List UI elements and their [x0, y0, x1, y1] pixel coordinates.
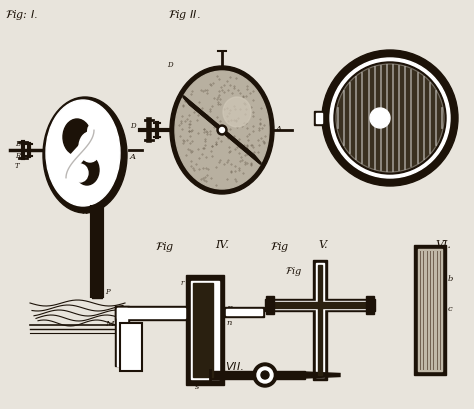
Text: A: A: [83, 208, 88, 216]
Polygon shape: [305, 372, 340, 378]
Ellipse shape: [43, 97, 127, 213]
Text: D: D: [130, 122, 136, 130]
Circle shape: [370, 108, 390, 128]
Ellipse shape: [219, 128, 225, 133]
Text: VI.: VI.: [435, 240, 451, 250]
Bar: [115, 306, 129, 366]
Ellipse shape: [46, 100, 120, 206]
Text: P: P: [105, 288, 110, 296]
Text: r: r: [181, 279, 184, 287]
Bar: [267, 301, 373, 309]
Text: R: R: [15, 152, 20, 160]
Circle shape: [261, 371, 269, 379]
Bar: [266, 296, 274, 314]
Bar: [265, 299, 375, 311]
Bar: [191, 281, 219, 379]
Text: B: B: [226, 305, 232, 313]
Text: $\mathcal{F}$ig: $\mathcal{F}$ig: [270, 240, 290, 254]
Circle shape: [334, 62, 446, 174]
Bar: [316, 263, 324, 377]
Text: IV.: IV.: [215, 240, 229, 250]
Ellipse shape: [223, 97, 251, 127]
Ellipse shape: [175, 71, 269, 189]
Text: s: s: [195, 383, 199, 391]
Text: n: n: [226, 319, 231, 327]
Text: $\mathcal{F}$ig $II.$: $\mathcal{F}$ig $II.$: [168, 8, 201, 22]
Bar: [117, 308, 185, 318]
Bar: [117, 308, 127, 366]
Text: V.: V.: [318, 240, 328, 250]
Text: $k$—: $k$—: [195, 376, 210, 387]
Text: $\mathcal{F}$ig: $VII.$: $\mathcal{F}$ig: $VII.$: [200, 360, 244, 374]
Bar: [225, 371, 305, 379]
Text: b: b: [448, 275, 453, 283]
Text: A: A: [130, 153, 136, 161]
Text: T: T: [15, 162, 19, 170]
Circle shape: [257, 367, 273, 383]
Circle shape: [322, 50, 458, 186]
Bar: [210, 371, 225, 379]
Bar: [120, 323, 142, 371]
Ellipse shape: [79, 132, 101, 162]
Bar: [313, 260, 327, 380]
Bar: [115, 306, 187, 320]
Text: G: G: [210, 125, 216, 133]
Text: $\mathcal{F}$ig: $I.$: $\mathcal{F}$ig: $I.$: [5, 8, 38, 22]
Text: $\mathcal{F}$ig: $\mathcal{F}$ig: [155, 240, 174, 254]
Bar: [224, 307, 264, 317]
Text: M: M: [105, 320, 114, 328]
Text: c: c: [448, 305, 453, 313]
Bar: [186, 275, 224, 385]
Bar: [414, 245, 446, 375]
Bar: [269, 302, 371, 308]
Bar: [193, 283, 213, 377]
Ellipse shape: [72, 164, 88, 182]
Ellipse shape: [63, 119, 91, 155]
Text: A: A: [276, 125, 282, 133]
Text: D: D: [167, 61, 173, 69]
Bar: [318, 265, 322, 375]
Bar: [366, 296, 374, 314]
Ellipse shape: [75, 155, 99, 185]
Bar: [418, 249, 442, 371]
Circle shape: [330, 58, 450, 178]
Circle shape: [336, 64, 444, 172]
Circle shape: [253, 363, 277, 387]
Bar: [314, 111, 324, 125]
Ellipse shape: [170, 66, 274, 194]
Text: B: B: [15, 140, 20, 148]
Text: $\mathcal{F}$ig: $\mathcal{F}$ig: [285, 265, 302, 278]
Bar: [226, 309, 262, 315]
Ellipse shape: [217, 125, 227, 135]
Bar: [316, 113, 322, 123]
